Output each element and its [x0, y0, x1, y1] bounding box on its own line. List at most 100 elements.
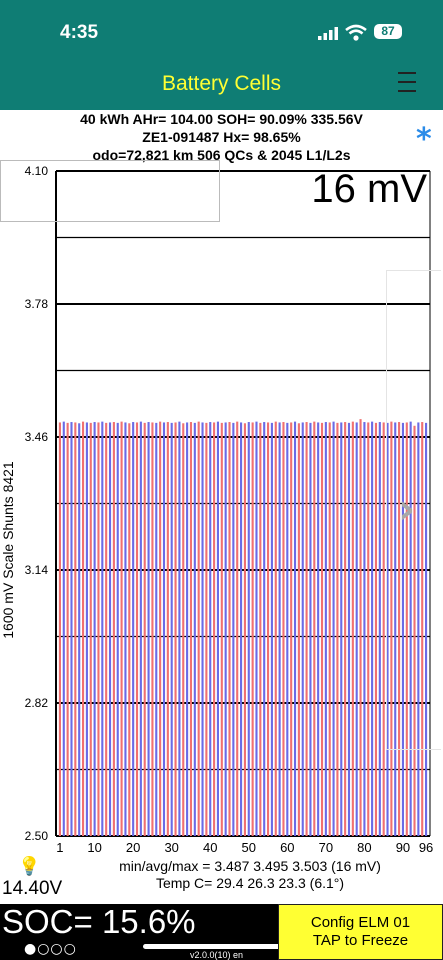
cell-bar	[359, 419, 362, 836]
cell-bar	[336, 422, 339, 836]
cell-bar	[309, 422, 312, 836]
cell-bar	[186, 422, 189, 836]
cell-bar	[274, 421, 277, 836]
cell-bar	[159, 421, 162, 836]
cell-bar	[344, 422, 347, 836]
cell-bar	[193, 422, 196, 836]
cell-bar	[421, 422, 424, 836]
cell-bar	[240, 422, 243, 836]
cell-bar	[216, 421, 220, 836]
cell-bar	[66, 422, 69, 836]
bluetooth-star-icon[interactable]: *	[416, 122, 432, 157]
x-tick-label: 70	[319, 840, 333, 855]
x-tick-label: 90	[396, 840, 410, 855]
config-label: Config ELM 01	[310, 914, 411, 931]
info-line-id: ZE1-091487 Hx= 98.65%	[142, 129, 301, 145]
overlay-side-panel	[386, 270, 441, 750]
cell-bar	[78, 423, 81, 836]
cell-bar	[278, 422, 281, 836]
status-time: 4:35	[60, 22, 99, 43]
cell-bar	[425, 422, 428, 836]
cell-bar	[255, 421, 258, 836]
cell-bar	[320, 422, 324, 836]
cell-bar	[351, 421, 354, 836]
x-tick-label: 80	[357, 840, 371, 855]
stats-temp: Temp C= 29.4 26.3 23.3 (6.1°)	[155, 875, 345, 891]
y-tick-label: 3.78	[25, 297, 49, 311]
cell-bar	[58, 422, 61, 836]
cell-bar	[405, 422, 408, 836]
y-tick-label: 4.10	[25, 164, 49, 178]
x-tick-label: 20	[126, 840, 140, 855]
freeze-label: TAP to Freeze	[312, 932, 409, 949]
cell-bar	[101, 421, 104, 836]
cell-bar	[371, 421, 374, 836]
header-bar: 4:35 87 Battery Cells	[0, 0, 443, 110]
cell-bar	[205, 422, 208, 836]
page-dots: ●○○○	[24, 941, 77, 957]
cell-bar	[386, 422, 389, 836]
cell-bar	[174, 422, 177, 836]
wifi-icon	[345, 24, 367, 41]
chevron-right-icon[interactable]: ›	[398, 484, 416, 533]
cell-bar	[417, 422, 420, 836]
cell-bar	[197, 421, 200, 836]
cell-bar	[139, 421, 142, 836]
cell-bar	[89, 422, 92, 836]
y-axis-label: 1600 mV Scale Shunts 8421	[0, 461, 16, 639]
aux-voltage: 14.40V	[2, 878, 63, 899]
cell-bar	[236, 421, 239, 836]
config-button[interactable]: Config ELM 01 TAP to Freeze	[278, 904, 443, 960]
cell-bar	[155, 422, 158, 836]
cell-bar	[182, 423, 185, 836]
cell-bar	[263, 422, 266, 836]
x-tick-label: 96	[419, 840, 433, 855]
cell-bar	[124, 422, 127, 836]
cell-bar	[286, 422, 289, 836]
info-line-odometer: odo=72,821 km 506 QCs & 2045 L1/L2s	[92, 147, 351, 163]
cell-bar	[105, 422, 108, 836]
cell-bar	[251, 422, 254, 836]
battery-icon: 87	[374, 24, 402, 39]
cell-bar	[378, 422, 381, 836]
cell-voltage-chart[interactable]: 4.10 3.78 3.46 3.14 2.82 2.50 1 10 20 30 40 50 60 70…	[0, 160, 443, 860]
cell-bar	[112, 422, 115, 836]
y-tick-label: 2.50	[25, 829, 49, 843]
cell-stats: min/avg/max = 3.487 3.495 3.503 (16 mV) …	[60, 858, 440, 892]
cell-bar	[401, 422, 405, 836]
cell-bar	[297, 423, 300, 836]
x-tick-label: 40	[203, 840, 217, 855]
cell-bar	[116, 422, 119, 836]
cell-bar	[328, 422, 331, 836]
x-tick-label: 50	[242, 840, 256, 855]
cell-bar	[270, 422, 273, 836]
cell-bar	[340, 422, 343, 836]
y-tick-label: 3.14	[25, 563, 49, 577]
cell-bar	[170, 422, 173, 836]
cell-bar	[74, 422, 77, 836]
cell-bar	[85, 422, 88, 836]
cell-bar	[128, 423, 131, 836]
cell-bar	[166, 422, 169, 836]
cell-bar	[151, 422, 154, 836]
cell-bar	[228, 422, 231, 836]
cell-bar	[382, 422, 385, 836]
overlay-box	[0, 160, 220, 222]
cell-bar	[363, 422, 366, 836]
soc-panel[interactable]: SOC= 15.6% ●○○○	[0, 904, 278, 960]
cell-bar	[394, 422, 397, 836]
x-tick-label: 10	[87, 840, 101, 855]
cell-bar	[409, 421, 412, 836]
x-tick-label: 1	[56, 840, 63, 855]
cell-bar	[201, 422, 204, 836]
lightbulb-icon[interactable]: 💡	[18, 856, 41, 877]
cell-bar	[213, 422, 216, 836]
cell-bar	[347, 422, 351, 836]
cell-bar	[293, 421, 297, 836]
cell-bar	[62, 421, 65, 836]
cell-bar	[120, 421, 123, 836]
soc-value: SOC= 15.6%	[2, 903, 196, 940]
menu-icon[interactable]	[398, 70, 416, 94]
cell-bar	[332, 421, 335, 836]
cell-bar	[147, 422, 150, 836]
